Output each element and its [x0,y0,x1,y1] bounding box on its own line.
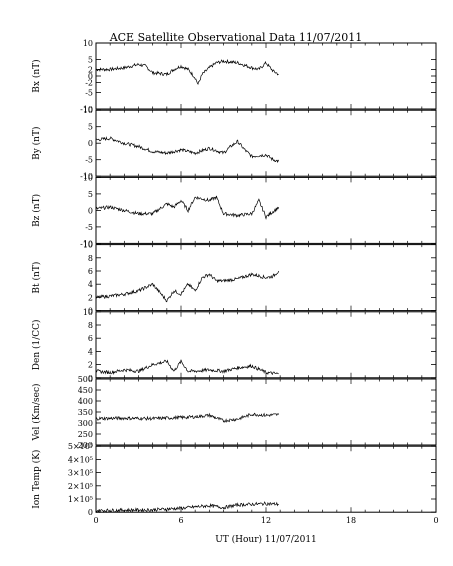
y-axis-label-bt: Bt (nT) [31,262,42,294]
series-line-den [95,359,279,376]
x-axis-label: UT (Hour) 11/07/2011 [215,534,317,545]
y-tick-label-bz: 5 [88,190,93,199]
series-line-vel [95,412,280,423]
x-tick-label: 0 [93,516,98,525]
y-tick-label-bz: 10 [83,173,93,182]
y-tick-label-bt: 4 [88,280,93,289]
y-tick-label-vel: 350 [78,408,93,417]
y-tick-label-temp: 1×10⁵ [68,495,93,504]
y-tick-label-bz: -10 [80,239,93,248]
y-tick-label-by: -5 [85,156,93,165]
y-tick-label-den: 0 [88,374,93,383]
y-tick-label-bt: 2 [88,293,93,302]
y-tick-label-temp: 4×10⁵ [68,455,93,464]
series-line-by [95,136,280,164]
y-tick-label-vel: 400 [78,397,93,406]
y-tick-label-by: 10 [83,106,93,115]
y-tick-label-vel: 300 [78,419,93,428]
y-tick-label-temp: 2×10⁵ [68,482,93,491]
y-axis-label-vel: Vel (Km/sec) [31,383,42,441]
y-tick-label-bx: 5 [88,56,93,65]
y-tick-label-den: 8 [88,321,93,330]
y-tick-label-bz: 0 [88,206,93,215]
panel-frame-bz [95,176,437,244]
y-tick-label-bt: 8 [88,254,93,263]
x-tick-label: 6 [178,516,183,525]
x-tick-label: 18 [346,516,356,525]
y-tick-label-bx: 0 [88,72,93,81]
y-tick-label-bz: -5 [85,223,93,232]
y-axis-label-bz: Bz (nT) [31,194,42,227]
y-tick-label-vel: 500 [78,375,93,384]
y-tick-label-bx: -10 [80,105,93,114]
y-tick-label-bx: -5 [85,89,93,98]
y-tick-label-temp: 3×10⁵ [68,469,93,478]
y-tick-label-bx: 10 [83,39,93,48]
y-axis-label-temp: Ion Temp (K) [31,450,42,509]
y-tick-label-den: 4 [88,347,93,356]
y-tick-label-vel: 200 [78,441,93,450]
series-line-bt [95,270,280,303]
y-tick-label-bt: 6 [88,267,93,276]
panel-frame-bx [95,42,437,110]
panel-frame-temp [95,445,437,513]
y-tick-label-vel: 450 [78,386,93,395]
chart-title: ACE Satellite Observational Data 11/07/2… [109,31,363,44]
y-tick-label-den: 2 [88,361,93,370]
y-tick-label-temp: 5×10⁵ [68,442,93,451]
y-tick-label-by: 0 [88,139,93,148]
y-tick-label-temp: 0 [88,508,93,517]
y-tick-label-bt: 0 [88,307,93,316]
panel-frame-bt [95,244,437,312]
y-axis-label-den: Den (1/CC) [31,319,42,370]
y-axis-label-bx: Bx (nT) [31,59,42,92]
x-tick-label: 0 [433,516,438,525]
series-line-temp [95,501,279,514]
y-tick-label-by: 5 [88,123,93,132]
panel-frame-by [95,109,437,177]
series-line-bx [95,58,279,85]
y-tick-label-vel: 250 [78,430,93,439]
y-tick-label-den: 6 [88,334,93,343]
x-tick-label: 12 [261,516,271,525]
series-line-bz [95,195,280,220]
panel-frame-vel [95,378,437,446]
y-tick-label-by: -10 [80,172,93,181]
y-tick-label-bx: -2 [85,79,93,88]
y-tick-label-den: 10 [83,308,93,317]
y-axis-label-by: By (nT) [31,127,42,160]
y-tick-label-bt: 10 [83,241,93,250]
y-tick-label-bx: 2 [88,65,93,74]
